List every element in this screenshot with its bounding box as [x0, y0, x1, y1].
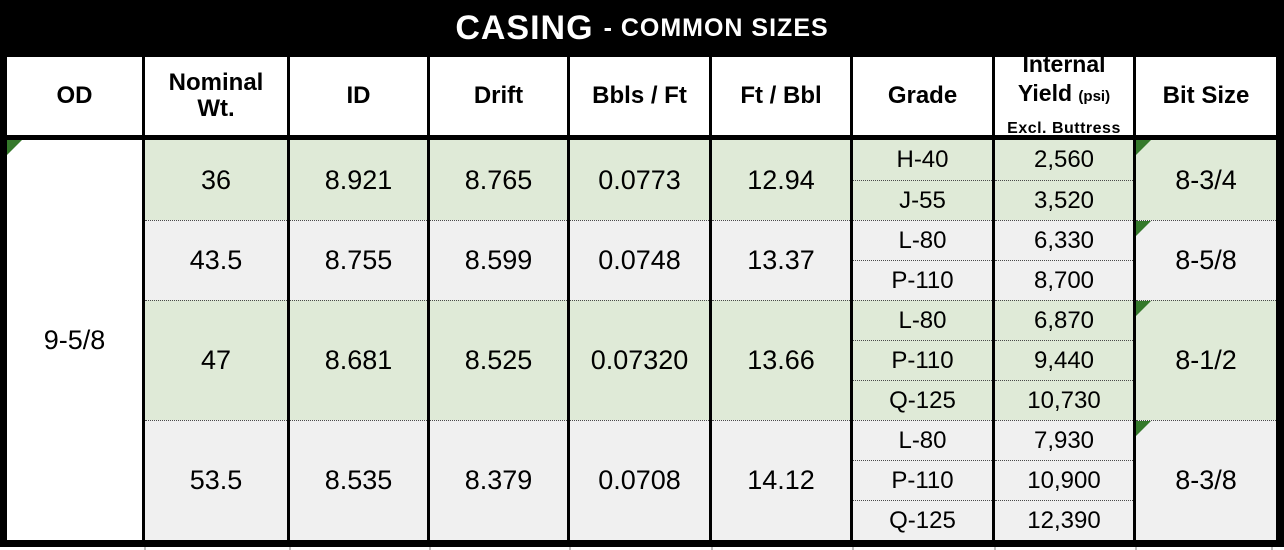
- column-od: OD 9-5/8: [7, 57, 145, 540]
- column-nominal-wt: Nominal Wt. 36 43.5 47 53.5: [145, 57, 290, 540]
- bit-size-cell: 8-5/8: [1136, 220, 1276, 300]
- bit-size-cell: 8-3/4: [1136, 140, 1276, 220]
- internal-yield-cell: 12,390: [995, 500, 1133, 540]
- bit-size-value: 8-3/4: [1175, 164, 1237, 195]
- column-bbls-ft: Bbls / Ft 0.0773 0.0748 0.07320 0.0708: [570, 57, 712, 540]
- bit-size-value: 8-3/8: [1175, 465, 1237, 495]
- bbls-ft-cell: 0.0748: [570, 220, 709, 300]
- column-internal-yield: Internal Yield (psi) Excl. Buttress 2,56…: [995, 57, 1136, 540]
- table-grid: OD 9-5/8 Nominal Wt. 36 43.5 47 53.5 ID …: [0, 57, 1284, 547]
- gridline-stub: [1135, 547, 1137, 550]
- gridline-stub: [852, 547, 854, 550]
- ft-bbl-cell: 14.12: [712, 420, 850, 540]
- drift-cell: 8.599: [430, 220, 567, 300]
- column-id: ID 8.921 8.755 8.681 8.535: [290, 57, 430, 540]
- id-cell: 8.755: [290, 220, 427, 300]
- internal-yield-cell: 10,900: [995, 460, 1133, 500]
- gridline-stub: [429, 547, 431, 550]
- nominal-wt-cell: 47: [145, 300, 287, 420]
- header-internal-yield: Internal Yield (psi) Excl. Buttress: [995, 57, 1133, 140]
- grade-cell: J-55: [853, 180, 992, 220]
- drift-cell: 8.379: [430, 420, 567, 540]
- bit-size-cell: 8-3/8: [1136, 420, 1276, 540]
- gridline-stub: [1271, 547, 1273, 550]
- header-bit-size: Bit Size: [1136, 57, 1276, 140]
- bbls-ft-cell: 0.0708: [570, 420, 709, 540]
- id-cell: 8.681: [290, 300, 427, 420]
- internal-yield-header-line1: Internal: [1022, 57, 1106, 77]
- grade-cell: L-80: [853, 420, 992, 460]
- header-drift: Drift: [430, 57, 567, 140]
- comment-indicator-icon: [7, 140, 22, 155]
- header-bbls-ft: Bbls / Ft: [570, 57, 709, 140]
- internal-yield-header-line3: Excl. Buttress: [1007, 120, 1121, 137]
- header-grade: Grade: [853, 57, 992, 140]
- grade-cell: P-110: [853, 260, 992, 300]
- grade-cell: P-110: [853, 340, 992, 380]
- column-ft-bbl: Ft / Bbl 12.94 13.37 13.66 14.12: [712, 57, 853, 540]
- comment-indicator-icon: [1136, 421, 1151, 436]
- grade-cell: Q-125: [853, 380, 992, 420]
- internal-yield-cell: 6,870: [995, 300, 1133, 340]
- grade-cell: H-40: [853, 140, 992, 180]
- od-cell: 9-5/8: [7, 140, 142, 540]
- internal-yield-header-psi: (psi): [1078, 88, 1111, 105]
- drift-cell: 8.765: [430, 140, 567, 220]
- table-title-bar: CASING - COMMON SIZES: [0, 0, 1284, 57]
- id-cell: 8.535: [290, 420, 427, 540]
- header-nominal-wt: Nominal Wt.: [145, 57, 287, 140]
- column-bit-size: Bit Size 8-3/4 8-5/8 8-1/2 8-3/8: [1136, 57, 1276, 540]
- grade-cell: L-80: [853, 300, 992, 340]
- internal-yield-header-yield: Yield: [1017, 80, 1073, 106]
- table-subtitle: - COMMON SIZES: [603, 14, 829, 42]
- internal-yield-cell: 9,440: [995, 340, 1133, 380]
- header-od: OD: [7, 57, 142, 140]
- internal-yield-cell: 7,930: [995, 420, 1133, 460]
- internal-yield-cell: 8,700: [995, 260, 1133, 300]
- column-drift: Drift 8.765 8.599 8.525 8.379: [430, 57, 570, 540]
- bit-size-cell: 8-1/2: [1136, 300, 1276, 420]
- drift-cell: 8.525: [430, 300, 567, 420]
- internal-yield-cell: 2,560: [995, 140, 1133, 180]
- column-grade: Grade H-40 J-55 L-80 P-110 L-80 P-110 Q-…: [853, 57, 995, 540]
- bbls-ft-cell: 0.07320: [570, 300, 709, 420]
- internal-yield-cell: 6,330: [995, 220, 1133, 260]
- grade-cell: Q-125: [853, 500, 992, 540]
- comment-indicator-icon: [1136, 221, 1151, 236]
- internal-yield-header-line2: Yield (psi): [995, 81, 1133, 106]
- header-ft-bbl: Ft / Bbl: [712, 57, 850, 140]
- gridline-stub: [144, 547, 146, 550]
- ft-bbl-cell: 13.37: [712, 220, 850, 300]
- gridline-stub-row: [0, 547, 1284, 550]
- comment-indicator-icon: [1136, 140, 1151, 155]
- ft-bbl-cell: 12.94: [712, 140, 850, 220]
- nominal-wt-cell: 53.5: [145, 420, 287, 540]
- gridline-stub: [569, 547, 571, 550]
- grade-cell: P-110: [853, 460, 992, 500]
- internal-yield-cell: 3,520: [995, 180, 1133, 220]
- internal-yield-cell: 10,730: [995, 380, 1133, 420]
- grade-cell: L-80: [853, 220, 992, 260]
- nominal-wt-cell: 43.5: [145, 220, 287, 300]
- gridline-stub: [289, 547, 291, 550]
- nominal-wt-cell: 36: [145, 140, 287, 220]
- od-value: 9-5/8: [43, 324, 106, 355]
- id-cell: 8.921: [290, 140, 427, 220]
- bbls-ft-cell: 0.0773: [570, 140, 709, 220]
- table-title: CASING: [455, 9, 594, 47]
- gridline-stub: [994, 547, 996, 550]
- bit-size-value: 8-1/2: [1175, 345, 1237, 375]
- comment-indicator-icon: [1136, 301, 1151, 316]
- ft-bbl-cell: 13.66: [712, 300, 850, 420]
- header-id: ID: [290, 57, 427, 140]
- gridline-stub: [711, 547, 713, 550]
- bit-size-value: 8-5/8: [1175, 245, 1237, 275]
